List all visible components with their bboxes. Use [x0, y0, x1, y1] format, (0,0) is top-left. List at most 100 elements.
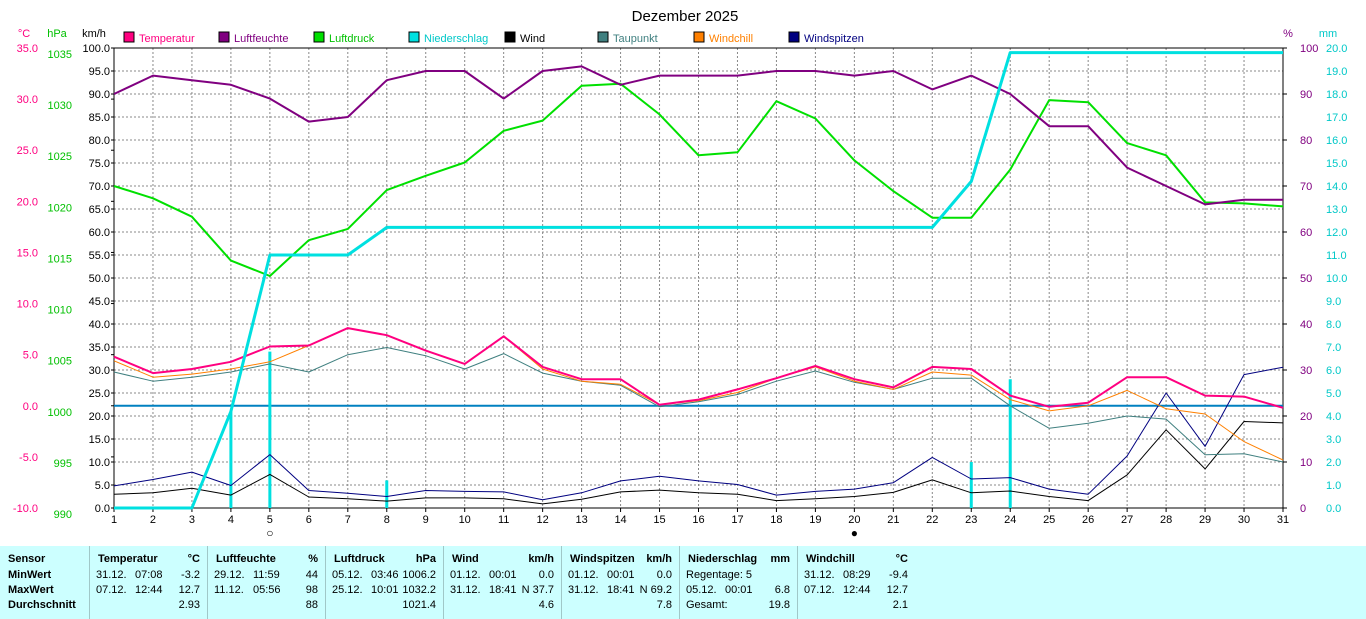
- legend-entry: Niederschlag: [408, 31, 488, 45]
- legend-label: Niederschlag: [424, 33, 488, 45]
- stats-column: Windspitzen km/h 01.12. 00:01 0.0 31.12. 18:41…: [562, 546, 680, 619]
- series-line-niederschlag: [114, 51, 1283, 510]
- legend-entry: Windchill: [693, 31, 753, 45]
- stats-column: Sensor MinWert MaxWert Durchschnitt: [0, 546, 90, 619]
- stats-time: 11:59: [253, 569, 280, 581]
- humidity-tick-label: 20: [1300, 411, 1312, 423]
- wind-tick-label: 45.0: [89, 296, 110, 308]
- stats-header: Sensor: [8, 553, 46, 565]
- chart-title: Dezember 2025: [632, 8, 739, 25]
- wind-tick-label: 95.0: [89, 66, 110, 78]
- wind-tick-label: 30.0: [89, 365, 110, 377]
- humidity-tick-label: 90: [1300, 89, 1312, 101]
- series-line-luftdruck: [113, 82, 1284, 277]
- stats-unit: °C: [187, 553, 200, 565]
- pressure-unit: hPa: [47, 28, 67, 40]
- x-tick-label: 15: [653, 514, 665, 526]
- pressure-tick-label: 995: [54, 458, 72, 470]
- stats-value: 1006.2: [402, 569, 436, 581]
- series-line-taupunkt: [113, 347, 1284, 463]
- x-tick-label: 25: [1043, 514, 1055, 526]
- pressure-tick-label: 1005: [48, 356, 72, 368]
- precipitation-tick-label: 11.0: [1326, 250, 1347, 262]
- stats-value: 1021.4: [402, 599, 436, 611]
- precipitation-tick-label: 15.0: [1326, 158, 1347, 170]
- stats-value: 0.0: [538, 569, 554, 581]
- stats-date: 05.12.: [686, 584, 717, 596]
- legend-entry: Taupunkt: [597, 31, 658, 45]
- humidity-tick-label: 80: [1300, 135, 1312, 147]
- temperature-tick-label: -5.0: [19, 452, 38, 464]
- series-line-wind: [113, 421, 1284, 505]
- legend-label: Luftdruck: [329, 33, 375, 45]
- stats-value: 2.93: [178, 599, 200, 611]
- legend-label: Windchill: [709, 33, 753, 45]
- precipitation-tick-label: 1.0: [1326, 480, 1341, 492]
- x-tick-label: 7: [345, 514, 351, 526]
- stats-time: 12:44: [843, 584, 871, 596]
- x-tick-label: 20: [848, 514, 860, 526]
- legend-swatch: [504, 31, 516, 43]
- x-tick-label: 24: [1004, 514, 1016, 526]
- stats-unit: °C: [895, 553, 908, 565]
- x-tick-label: 8: [384, 514, 390, 526]
- stats-unit: km/h: [528, 553, 554, 565]
- precipitation-tick-label: 0.0: [1326, 503, 1341, 515]
- legend-swatch: [123, 31, 135, 43]
- legend-swatch: [597, 31, 609, 43]
- stats-date: 07.12.: [96, 584, 127, 596]
- precipitation-tick-label: 5.0: [1326, 388, 1341, 400]
- stats-value: -3.2: [181, 569, 200, 581]
- precipitation-tick-label: 7.0: [1326, 342, 1341, 354]
- x-tick-label: 27: [1121, 514, 1133, 526]
- stats-unit: km/h: [646, 553, 672, 565]
- axis-units: °C hPa km/h% mm: [18, 28, 1337, 40]
- stats-header: Luftfeuchte: [216, 553, 276, 565]
- stats-time: 00:01: [607, 569, 635, 581]
- pressure-tick-label: 1010: [48, 305, 72, 317]
- x-tick-label: 5: [267, 514, 273, 526]
- wind-tick-label: 20.0: [89, 411, 110, 423]
- stats-column: Windchill °C 31.12. 08:29 -9.4 07.12. 12:44 12.…: [798, 546, 916, 619]
- humidity-tick-label: 0: [1300, 503, 1306, 515]
- stats-date: 29.12.: [214, 569, 245, 581]
- stats-separator: [679, 546, 680, 619]
- stats-column: Wind km/h 01.12. 00:01 0.0 31.12. 18:41 N 37.7 4…: [444, 546, 562, 619]
- x-tick-label: 3: [189, 514, 195, 526]
- stats-column: Niederschlag mm Regentage: 5 05.12. 00:01 6.8…: [680, 546, 798, 619]
- plot-area: [113, 51, 1284, 510]
- x-tick-label: 18: [770, 514, 782, 526]
- stats-separator: [325, 546, 326, 619]
- stats-row-label: MaxWert: [8, 584, 54, 596]
- legend-entry: Temperatur: [123, 31, 195, 45]
- x-tick-label: 22: [926, 514, 938, 526]
- stats-value: 19.8: [768, 599, 790, 611]
- stats-unit: mm: [770, 553, 790, 565]
- precipitation-tick-label: 12.0: [1326, 227, 1347, 239]
- legend-entry: Luftfeuchte: [218, 31, 288, 45]
- wind-tick-label: 0.0: [95, 503, 110, 515]
- weather-chart: Dezember 2025 Temperatur Luftfeuchte Luftd…: [13, 8, 1348, 540]
- temperature-tick-label: 25.0: [17, 145, 38, 157]
- wind-tick-label: 85.0: [89, 112, 110, 124]
- stats-date: 11.12.: [214, 584, 244, 596]
- wind-tick-label: 55.0: [89, 250, 110, 262]
- stats-unit: hPa: [415, 553, 436, 565]
- day-markers: ○ ●: [266, 526, 858, 540]
- stats-header: Niederschlag: [688, 553, 758, 565]
- x-tick-label: 12: [537, 514, 549, 526]
- humidity-tick-label: 40: [1300, 319, 1312, 331]
- pressure-tick-label: 1035: [48, 49, 72, 61]
- stats-value: 88: [305, 599, 318, 611]
- precipitation-tick-label: 13.0: [1326, 204, 1347, 216]
- stats-row-label: MinWert: [8, 569, 52, 581]
- wind-tick-label: 50.0: [89, 273, 110, 285]
- wind-tick-label: 60.0: [89, 227, 110, 239]
- legend-swatch: [788, 31, 800, 43]
- x-tick-label: 1: [111, 514, 117, 526]
- x-tick-label: 30: [1238, 514, 1250, 526]
- series-line-temperatur: [113, 327, 1284, 409]
- pressure-tick-label: 1020: [48, 202, 72, 214]
- precipitation-tick-label: 2.0: [1326, 457, 1341, 469]
- stats-value: N 69.2: [639, 584, 672, 596]
